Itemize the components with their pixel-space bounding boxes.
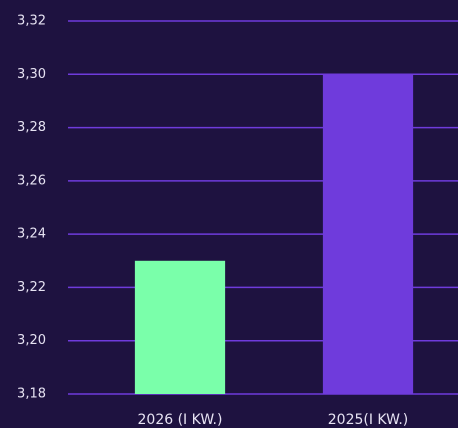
y-tick-label: 3,24 xyxy=(17,227,46,242)
x-tick-label: 2025(I KW.) xyxy=(328,412,409,428)
y-tick-label: 3,18 xyxy=(17,387,46,402)
y-tick-label: 3,28 xyxy=(17,120,46,135)
x-tick-label: 2026 (I KW.) xyxy=(138,412,223,428)
y-tick-label: 3,26 xyxy=(17,173,46,188)
bar xyxy=(322,74,414,395)
y-tick-label: 3,22 xyxy=(17,280,46,295)
y-tick-label: 3,32 xyxy=(17,14,46,29)
y-tick-label: 3,20 xyxy=(17,333,46,348)
bar xyxy=(134,260,226,394)
y-tick-label: 3,30 xyxy=(17,67,46,82)
